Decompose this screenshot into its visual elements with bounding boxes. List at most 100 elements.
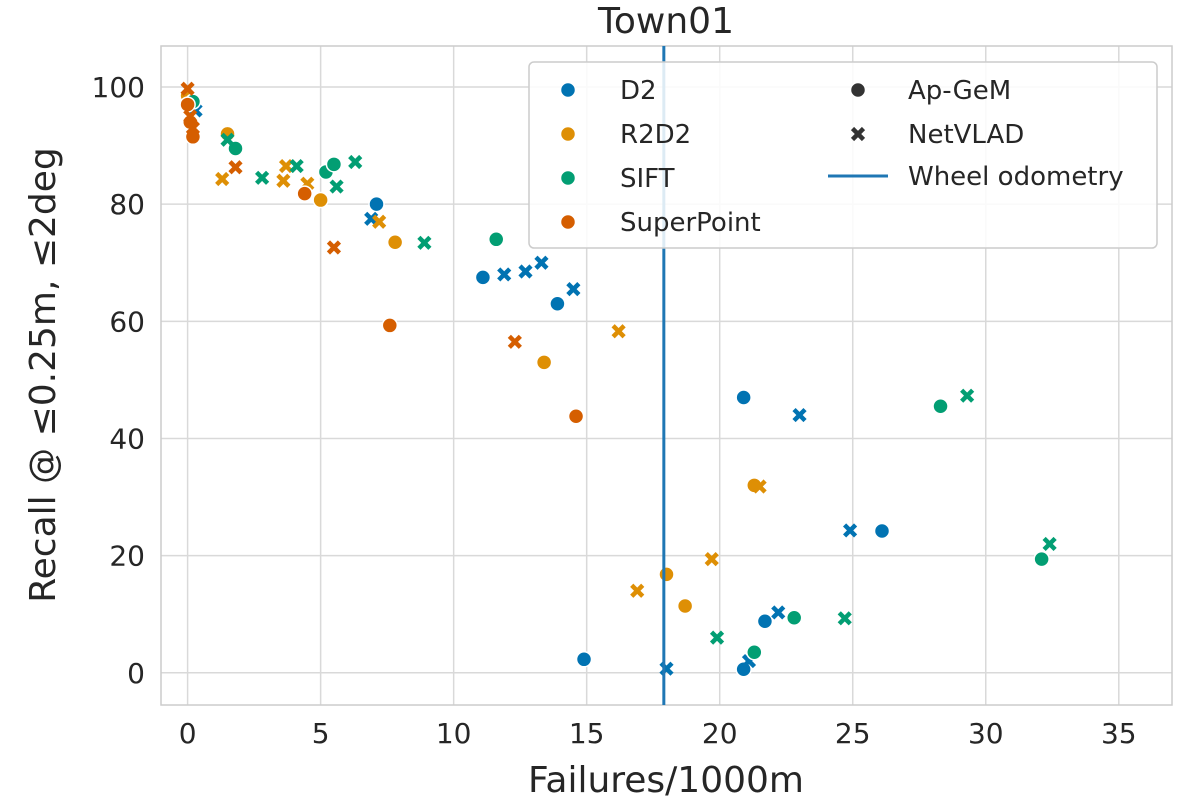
x-stroke [180, 81, 195, 96]
point-r2d2-netvlad [372, 214, 387, 229]
legend-label-superpoint: SuperPoint [620, 208, 761, 238]
x-stroke [1042, 536, 1057, 552]
x-stroke [630, 583, 645, 598]
x-stroke [276, 173, 291, 188]
legend-marker-ap-gem [849, 81, 867, 99]
point-sift-netvlad [837, 611, 852, 626]
legend-label-netvlad: NetVLAD [908, 120, 1024, 150]
legend-reference-entry: Wheel odometry [828, 162, 1124, 192]
x-stroke [842, 523, 858, 538]
y-tick-label: 80 [109, 188, 145, 221]
point-superpoint-apgem [179, 96, 196, 113]
point-d2-apgem [873, 522, 891, 540]
x-tick-label: 20 [702, 717, 738, 750]
x-stroke [278, 158, 294, 174]
y-tick-labels: 0 20 40 60 80 100 [92, 71, 145, 690]
point-d2-apgem [368, 195, 385, 213]
point-d2-netvlad [792, 407, 807, 423]
point-d2-netvlad [771, 605, 786, 620]
point-d2-netvlad [566, 282, 581, 297]
x-stroke [215, 171, 230, 187]
legend-label-ap-gem: Ap-GeM [908, 76, 1011, 106]
point-r2d2-netvlad [611, 324, 626, 339]
series-r2d2 [179, 87, 767, 615]
y-tick-label: 0 [127, 657, 145, 690]
y-axis-label: Recall @ ≤0.25m, ≤2deg [23, 147, 64, 602]
point-r2d2-apgem [658, 566, 675, 583]
point-r2d2-netvlad [752, 479, 767, 494]
x-stroke [534, 255, 549, 270]
point-superpoint-netvlad [180, 81, 195, 96]
series-superpoint [179, 81, 585, 425]
point-sift-netvlad [220, 132, 235, 147]
data-points [179, 81, 1057, 678]
x-tick-labels: 0 5 10 15 20 25 30 35 [179, 717, 1137, 750]
point-sift-netvlad [417, 235, 432, 250]
x-tick-label: 0 [179, 717, 197, 750]
series-d2 [182, 99, 891, 678]
legend-label-sift: SIFT [620, 164, 675, 194]
y-tick-label: 60 [109, 305, 145, 338]
point-d2-netvlad [534, 255, 549, 270]
legend-marker-netvlad [850, 126, 866, 142]
legend-marker-entries: Ap-GeM NetVLAD [849, 76, 1024, 150]
chart-title: Town01 [597, 1, 734, 42]
plot-frame [160, 45, 1173, 706]
point-r2d2-netvlad [215, 171, 230, 187]
point-r2d2-apgem [676, 597, 694, 615]
x-stroke [289, 158, 304, 174]
point-d2-apgem [735, 389, 752, 406]
point-d2-netvlad [497, 267, 512, 282]
x-stroke [507, 334, 522, 349]
point-r2d2-netvlad [704, 552, 719, 567]
point-superpoint-netvlad [228, 160, 243, 175]
x-tick-label: 15 [569, 717, 605, 750]
point-d2-apgem [575, 651, 593, 668]
x-stroke [255, 170, 270, 185]
point-sift-apgem [1033, 550, 1050, 568]
x-axis-label: Failures/1000m [528, 760, 804, 801]
legend-box [528, 61, 1158, 249]
legend-label-r2d2: R2D2 [620, 120, 691, 150]
legend-swatch-r2d2 [559, 125, 577, 143]
x-stroke [185, 120, 201, 136]
x-stroke [228, 160, 243, 175]
point-sift-apgem [932, 398, 949, 415]
point-sift-apgem [325, 156, 343, 173]
point-sift-apgem [785, 609, 803, 626]
point-sift-netvlad [329, 179, 344, 194]
x-stroke [611, 324, 626, 339]
point-sift-netvlad [1042, 536, 1057, 552]
point-d2-netvlad [842, 523, 858, 538]
point-sift-netvlad [289, 158, 304, 174]
point-d2-apgem [756, 612, 774, 630]
point-superpoint-apgem [381, 317, 399, 334]
point-sift-netvlad [255, 170, 270, 185]
legend-series-entries: D2 R2D2 SIFT SuperPoint [559, 76, 761, 238]
x-tick-label: 10 [436, 717, 472, 750]
point-superpoint-netvlad [326, 240, 342, 255]
point-sift-netvlad [709, 630, 725, 645]
x-tick-label: 35 [1101, 717, 1137, 750]
y-tick-label: 40 [109, 422, 145, 455]
point-superpoint-apgem [296, 185, 313, 202]
point-sift-apgem [487, 231, 505, 248]
series-sift [184, 93, 1057, 661]
legend-label-d2: D2 [620, 76, 657, 106]
point-r2d2-apgem [312, 191, 329, 209]
x-stroke [417, 235, 432, 250]
legend: D2 R2D2 SIFT SuperPoint Ap-GeM NetVLAD Wheel… [528, 61, 1158, 249]
x-tick-label: 30 [968, 717, 1004, 750]
legend-wheel-odometry-label: Wheel odometry [908, 162, 1124, 192]
point-superpoint-netvlad [183, 109, 198, 124]
point-sift-netvlad [960, 388, 975, 403]
legend-swatch-superpoint [559, 213, 577, 231]
x-stroke [183, 109, 198, 124]
point-r2d2-apgem [386, 233, 404, 251]
point-superpoint-netvlad [185, 120, 201, 136]
x-stroke [566, 282, 581, 297]
x-stroke [960, 388, 975, 403]
point-d2-netvlad [518, 264, 533, 279]
x-stroke [348, 154, 363, 170]
